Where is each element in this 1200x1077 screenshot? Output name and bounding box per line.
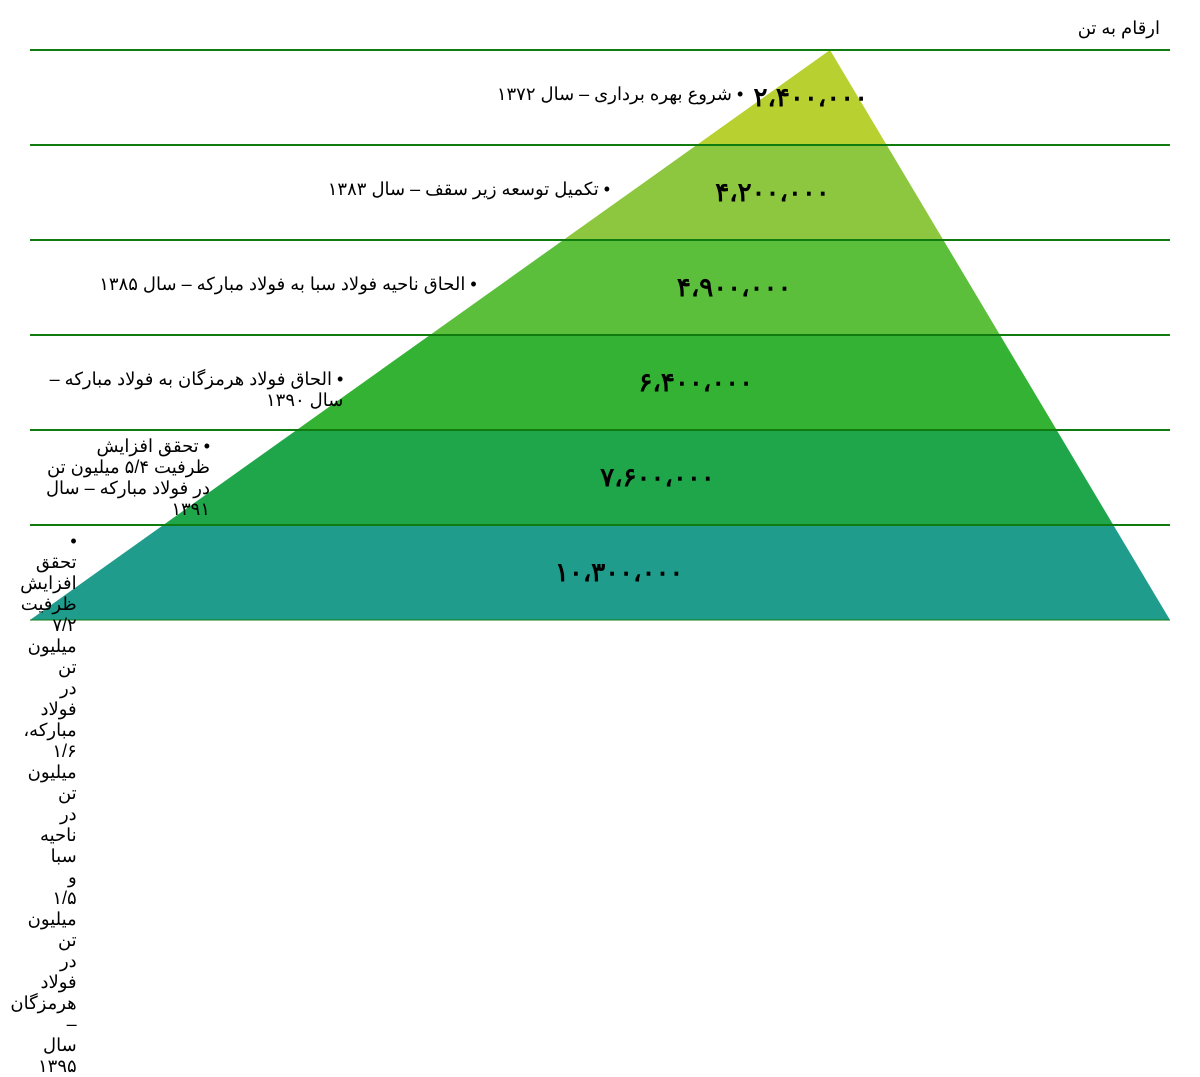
slice-desc: • تحقق افزایش ظرفیت ۵/۴ میلیون تن در فول… bbox=[40, 436, 210, 520]
slice-desc: • الحاق ناحیه فولاد سبا به فولاد مبارکه … bbox=[40, 274, 477, 295]
slice-desc: • شروع بهره برداری – سال ۱۳۷۲ bbox=[40, 84, 743, 105]
slice-value: ۶،۴۰۰،۰۰۰ bbox=[639, 367, 754, 398]
slice-value: ۴،۹۰۰،۰۰۰ bbox=[677, 272, 792, 303]
pyramid-chart: ارقام به تن ۲،۴۰۰،۰۰۰• شروع بهره برداری … bbox=[0, 0, 1200, 637]
slice-desc: • الحاق فولاد هرمزگان به فولاد مبارکه – … bbox=[40, 369, 343, 411]
slice-value: ۲،۴۰۰،۰۰۰ bbox=[754, 82, 869, 113]
slice-value: ۴،۲۰۰،۰۰۰ bbox=[715, 177, 830, 208]
slice-desc: • تحقق افزایش ظرفیت ۷/۲ میلیون تن در فول… bbox=[40, 531, 77, 1077]
slice-desc: • تکمیل توسعه زیر سقف – سال ۱۳۸۳ bbox=[40, 179, 610, 200]
slice-value: ۱۰،۳۰۰،۰۰۰ bbox=[555, 557, 684, 588]
slice-value: ۷،۶۰۰،۰۰۰ bbox=[600, 462, 715, 493]
